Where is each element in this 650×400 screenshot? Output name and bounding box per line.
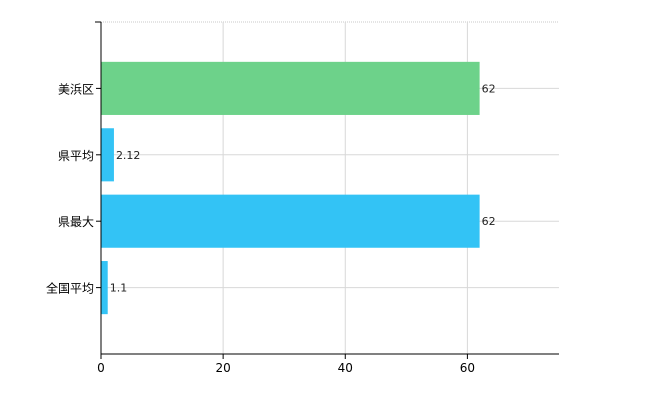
y-tick-label: 県平均 xyxy=(58,149,94,163)
data-label: 2.12 xyxy=(116,149,141,162)
bars xyxy=(101,61,480,315)
y-tick-label: 県最大 xyxy=(58,215,94,229)
x-tick-label: 0 xyxy=(97,361,105,375)
y-tick-label: 美浜区 xyxy=(58,82,94,96)
labels: 0 20 40 60 62 美浜区 2.12 県平均 62 県最大 1.1 全国平均 xyxy=(46,82,496,375)
y-tick-label: 全国平均 xyxy=(46,281,94,296)
x-tick-label: 40 xyxy=(338,361,353,375)
data-label: 62 xyxy=(482,82,496,95)
bar xyxy=(101,261,108,315)
bar xyxy=(101,61,480,115)
bar xyxy=(101,194,480,248)
data-label: 1.1 xyxy=(110,282,128,295)
x-tick-label: 20 xyxy=(215,361,230,375)
x-tick-label: 60 xyxy=(460,361,475,375)
axes xyxy=(95,21,559,359)
data-label: 62 xyxy=(482,215,496,228)
bar xyxy=(101,128,114,182)
